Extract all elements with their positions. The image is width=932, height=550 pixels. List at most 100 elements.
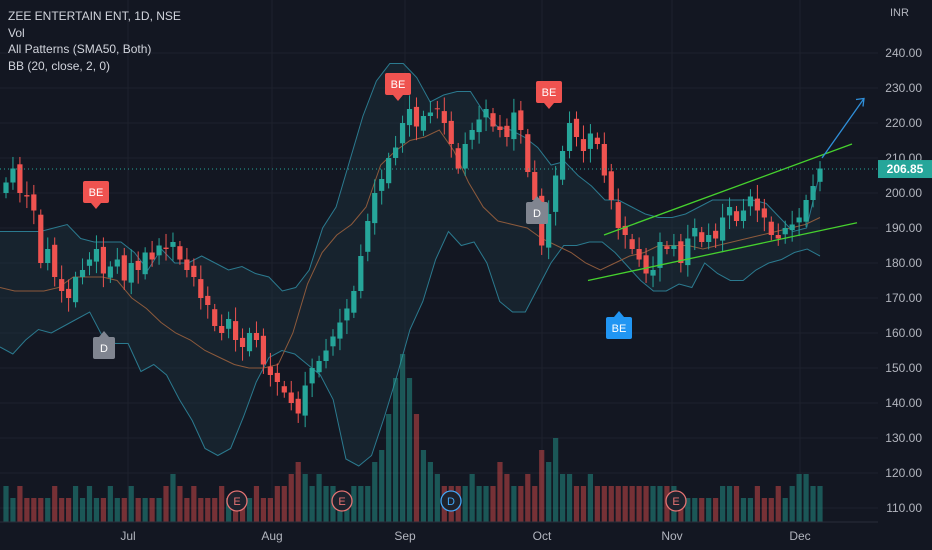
candle[interactable] (490, 107, 496, 132)
candle[interactable] (469, 122, 475, 150)
candle[interactable] (747, 189, 754, 216)
candle[interactable] (281, 380, 287, 398)
candle[interactable] (93, 235, 100, 274)
candle[interactable] (156, 238, 162, 265)
candle[interactable] (685, 224, 691, 277)
candle[interactable] (246, 327, 253, 357)
candle[interactable] (678, 233, 684, 273)
candle[interactable] (559, 145, 566, 185)
currency-label[interactable]: INR (890, 7, 909, 19)
candle[interactable] (10, 156, 16, 190)
candle[interactable] (650, 256, 656, 288)
candle[interactable] (399, 115, 406, 153)
candle[interactable] (427, 100, 433, 124)
candle[interactable] (184, 247, 190, 278)
candle[interactable] (163, 233, 169, 261)
candle[interactable] (518, 100, 524, 144)
candle[interactable] (170, 232, 176, 261)
candle[interactable] (671, 233, 677, 257)
candle[interactable] (309, 358, 315, 398)
candle[interactable] (406, 95, 413, 137)
price-axis[interactable]: 240.00230.00220.00210.00200.00190.00180.… (878, 0, 932, 550)
candle[interactable] (553, 166, 559, 226)
candle[interactable] (601, 132, 607, 183)
candle[interactable] (198, 265, 204, 310)
candle[interactable] (107, 261, 113, 283)
candle[interactable] (573, 111, 580, 147)
candle[interactable] (441, 97, 447, 135)
pattern-label-be[interactable]: BE (385, 73, 411, 101)
candle[interactable] (79, 258, 86, 285)
candle[interactable] (594, 132, 600, 150)
candle[interactable] (219, 314, 225, 341)
pattern-label-be[interactable]: BE (83, 181, 109, 209)
candle[interactable] (267, 352, 273, 387)
candle[interactable] (379, 169, 385, 205)
candle[interactable] (511, 98, 517, 151)
candle[interactable] (24, 181, 30, 209)
candle[interactable] (546, 200, 552, 260)
patterns-indicator-label[interactable]: All Patterns (SMA50, Both) (8, 42, 152, 56)
candle[interactable] (420, 110, 427, 136)
candle[interactable] (608, 163, 614, 210)
candle[interactable] (66, 279, 72, 312)
candle[interactable] (761, 198, 767, 232)
pattern-label-be[interactable]: BE (536, 81, 562, 109)
candle[interactable] (295, 391, 301, 423)
candle[interactable] (386, 152, 392, 189)
candle[interactable] (580, 125, 587, 163)
earnings-event-marker[interactable]: E (331, 490, 353, 512)
candle[interactable] (448, 111, 454, 158)
candle[interactable] (622, 216, 628, 249)
candle[interactable] (393, 135, 399, 166)
candle[interactable] (226, 311, 232, 339)
candle[interactable] (253, 321, 260, 348)
candle[interactable] (149, 240, 155, 267)
candle[interactable] (302, 371, 308, 428)
candle[interactable] (713, 223, 719, 248)
candle[interactable] (128, 249, 134, 295)
candle[interactable] (330, 329, 336, 356)
candle[interactable] (497, 114, 503, 138)
candle[interactable] (782, 220, 788, 244)
candle[interactable] (455, 142, 461, 174)
candle[interactable] (337, 308, 343, 351)
candle[interactable] (239, 328, 246, 361)
time-axis[interactable]: Jul Aug Sep Oct Nov Dec (0, 521, 932, 550)
candle[interactable] (45, 237, 51, 271)
candle[interactable] (413, 97, 420, 141)
earnings-event-marker[interactable]: E (226, 490, 248, 512)
candle[interactable] (59, 265, 65, 303)
candle[interactable] (768, 216, 774, 241)
candle[interactable] (657, 232, 663, 282)
candle[interactable] (504, 118, 510, 147)
candle[interactable] (587, 124, 594, 163)
candle[interactable] (810, 174, 816, 208)
candle[interactable] (3, 177, 9, 199)
channel-upper-line[interactable] (603, 143, 853, 236)
candle[interactable] (434, 100, 440, 119)
candle[interactable] (232, 307, 239, 352)
candle[interactable] (566, 111, 573, 159)
candle[interactable] (719, 203, 726, 253)
pattern-label-d[interactable]: D (93, 331, 115, 359)
candle[interactable] (100, 237, 107, 288)
candle[interactable] (699, 226, 705, 248)
candle[interactable] (483, 99, 489, 132)
bollinger-indicator-label[interactable]: BB (20, close, 2, 0) (8, 58, 111, 73)
earnings-event-marker[interactable]: E (665, 490, 687, 512)
candle[interactable] (817, 161, 823, 192)
candle[interactable] (212, 303, 218, 332)
candle[interactable] (733, 205, 740, 227)
candle[interactable] (462, 132, 468, 176)
channel-lower-line[interactable] (587, 222, 858, 282)
candle[interactable] (52, 237, 58, 287)
candle[interactable] (135, 251, 141, 284)
candle[interactable] (754, 184, 760, 223)
candle[interactable] (726, 197, 733, 230)
candle[interactable] (796, 208, 802, 237)
candle[interactable] (191, 258, 197, 287)
candle[interactable] (664, 240, 670, 255)
candle[interactable] (351, 285, 357, 318)
